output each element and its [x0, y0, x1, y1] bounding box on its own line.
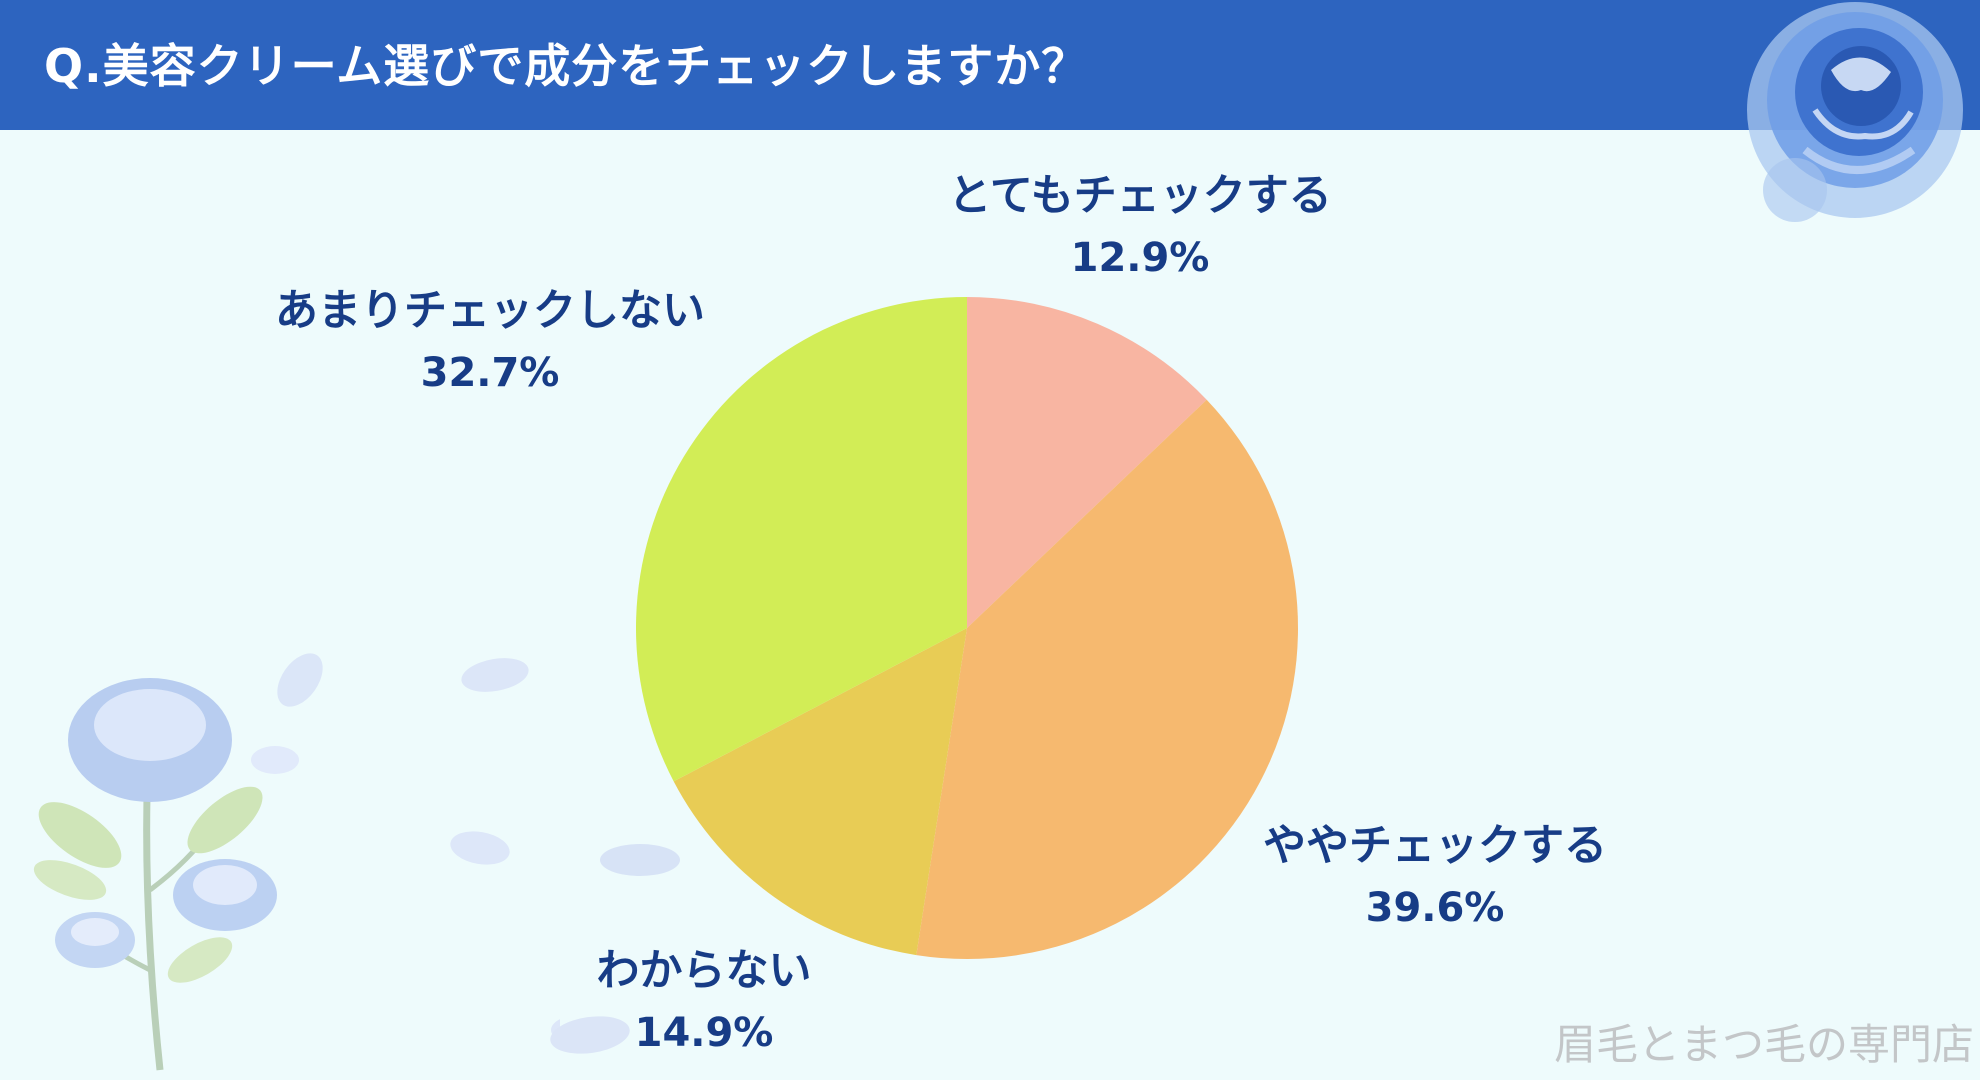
slice-somewhat-check [916, 399, 1299, 960]
slice-label-name: わからない [596, 946, 812, 996]
slice-rarely-check [635, 297, 967, 782]
slice-label-value: 12.9% [1070, 235, 1210, 281]
slice-unknown [673, 628, 967, 956]
slice-label-value: 32.7% [420, 350, 560, 396]
header-banner: Q.美容クリーム選びで成分をチェックしますか？ [0, 0, 1980, 130]
slice-label-value: 39.6% [1365, 885, 1505, 931]
slice-label-value: 14.9% [634, 1010, 774, 1056]
slice-label-name: ややチェックする [1263, 821, 1607, 871]
slice-label-very-check: とてもチェックする 12.9% [940, 165, 1340, 289]
slice-label-somewhat-check: ややチェックする 39.6% [1235, 815, 1635, 939]
watermark: 眉毛とまつ毛の専門店 [1553, 1020, 1974, 1069]
slice-label-unknown: わからない 14.9% [554, 940, 854, 1064]
slice-label-rarely-check: あまりチェックしない 32.7% [240, 280, 740, 404]
slice-label-name: あまりチェックしない [275, 286, 705, 336]
petal-decoration-icon [550, 1016, 630, 1054]
petal-decoration-icon [600, 844, 680, 876]
page-title: Q.美容クリーム選びで成分をチェックしますか？ [44, 39, 1089, 93]
slice-very-check [967, 297, 1207, 628]
rose-decoration-icon [1747, 2, 1963, 222]
flower-decoration-icon [33, 653, 560, 1071]
slice-label-name: とてもチェックする [948, 171, 1332, 221]
